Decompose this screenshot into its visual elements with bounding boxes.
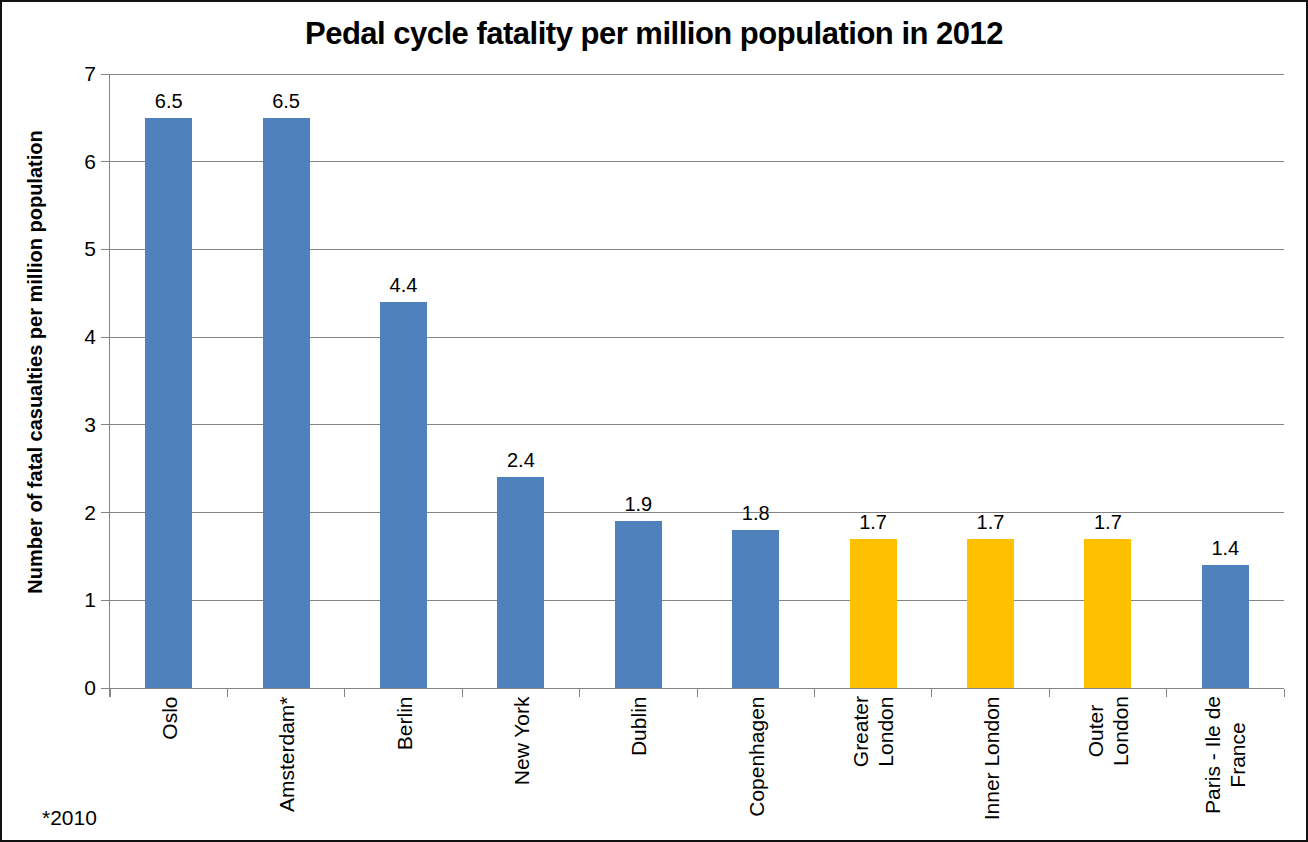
gridline [110, 74, 1284, 75]
bar-value-label: 1.7 [956, 510, 1026, 534]
y-tick-mark [101, 600, 109, 601]
bar [497, 477, 544, 688]
x-tick-mark [344, 689, 345, 697]
y-tick-mark [101, 161, 109, 162]
category-label-text: GreaterLondon [848, 696, 898, 767]
x-tick-mark [814, 689, 815, 697]
category-label: Oslo [156, 696, 181, 842]
x-tick-mark [227, 689, 228, 697]
category-label-text: New York [508, 696, 533, 785]
footnote: *2010 [42, 806, 97, 830]
bar [263, 118, 310, 688]
bar-value-label: 6.5 [134, 89, 204, 113]
category-label: Inner London [978, 696, 1003, 842]
y-tick-mark [101, 249, 109, 250]
bar-value-label: 1.4 [1190, 536, 1260, 560]
x-tick-mark [931, 689, 932, 697]
category-label-text: Dublin [626, 696, 651, 756]
y-tick-label: 5 [54, 236, 96, 262]
bar [380, 302, 427, 688]
y-tick-mark [101, 424, 109, 425]
bar-value-label: 4.4 [369, 273, 439, 297]
category-label-text: Berlin [391, 696, 416, 750]
category-label: OuterLondon [1083, 696, 1133, 842]
bar [615, 521, 662, 688]
y-tick-label: 2 [54, 500, 96, 526]
category-label-text: Oslo [156, 696, 181, 739]
x-tick-mark [1284, 689, 1285, 697]
chart-canvas: Pedal cycle fatality per million populat… [0, 0, 1308, 842]
y-tick-label: 0 [54, 675, 96, 701]
y-tick-label: 4 [54, 324, 96, 350]
bar [732, 530, 779, 688]
y-tick-mark [101, 337, 109, 338]
bar-value-label: 2.4 [486, 448, 556, 472]
x-tick-mark [697, 689, 698, 697]
category-label: Copenhagen [743, 696, 768, 842]
bar [850, 539, 897, 688]
category-label-text: Copenhagen [743, 696, 768, 816]
x-tick-mark [462, 689, 463, 697]
y-tick-mark [101, 688, 109, 689]
x-tick-mark [1166, 689, 1167, 697]
y-tick-label: 3 [54, 412, 96, 438]
y-tick-label: 6 [54, 149, 96, 175]
bar [145, 118, 192, 688]
category-label: Dublin [626, 696, 651, 842]
bar-value-label: 1.9 [603, 492, 673, 516]
y-tick-label: 1 [54, 587, 96, 613]
category-label: GreaterLondon [848, 696, 898, 842]
bar [1084, 539, 1131, 688]
category-label: Amsterdam* [274, 696, 299, 842]
category-label: Paris - Ile deFrance [1200, 696, 1250, 842]
category-label: New York [508, 696, 533, 842]
y-tick-label: 7 [54, 61, 96, 87]
x-tick-mark [579, 689, 580, 697]
category-label-text: Amsterdam* [274, 696, 299, 812]
bar [1202, 565, 1249, 688]
bar-value-label: 1.7 [1073, 510, 1143, 534]
category-label-text: Paris - Ile deFrance [1200, 696, 1250, 814]
x-tick-mark [1049, 689, 1050, 697]
bar-value-label: 1.8 [721, 501, 791, 525]
category-label: Berlin [391, 696, 416, 842]
plot-area: 0 1 2 3 4 5 6 7 6.5 Oslo 6.5 Amsterdam* 4.4 Berlin 2.4… [2, 2, 1306, 840]
bar-value-label: 6.5 [251, 89, 321, 113]
x-tick-mark [110, 689, 111, 697]
bar [967, 539, 1014, 688]
bar-value-label: 1.7 [838, 510, 908, 534]
y-tick-mark [101, 512, 109, 513]
y-axis-line [109, 74, 110, 697]
category-label-text: OuterLondon [1083, 696, 1133, 766]
category-label-text: Inner London [978, 696, 1003, 820]
y-tick-mark [101, 74, 109, 75]
